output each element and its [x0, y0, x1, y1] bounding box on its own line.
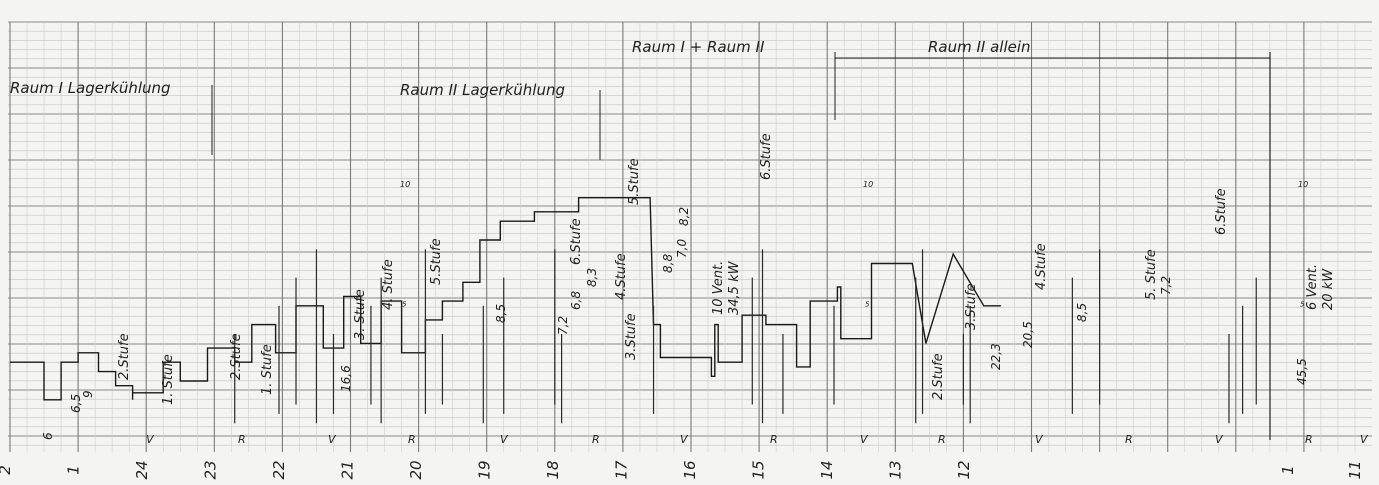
dimension-label: 6,8 [569, 291, 583, 310]
dimension-label: 22,3 [989, 343, 1003, 370]
stage-label: 2.Stufe [229, 333, 244, 380]
stage-label: 4.Stufe [614, 253, 629, 300]
y-tick-label: 5 [1300, 301, 1305, 309]
dimension-label: 9 [81, 390, 95, 398]
dimension-label: 8,5 [1075, 303, 1089, 322]
y-tick-label: 10 [1298, 180, 1308, 189]
hour-axis: 2124232221201918171615141312111 [0, 460, 1364, 480]
y-tick-label: 10 [863, 180, 873, 189]
data-series-trace [10, 197, 1001, 401]
mode-mark: V [680, 433, 689, 446]
mode-mark: V [328, 433, 337, 446]
mode-mark: V [860, 433, 869, 446]
stage-label: 6.Stufe [569, 218, 584, 265]
dimension-label: 6 [41, 432, 55, 440]
stage-label: 3.Stufe [624, 313, 639, 360]
dimension-label: 16,6 [339, 365, 353, 392]
stage-label: 4.Stufe [1034, 243, 1049, 290]
hour-tick-label: 2 [0, 465, 14, 475]
dimension-label: 7,0 [675, 239, 689, 258]
dimension-label: 45,5 [1295, 358, 1309, 385]
stage-label: 5.Stufe [429, 238, 444, 285]
hour-tick-label: 23 [202, 460, 220, 479]
mode-mark: R [238, 433, 246, 446]
hour-tick-label: 13 [887, 460, 905, 479]
hour-tick-label: 14 [818, 460, 836, 479]
dimension-label: 8,5 [494, 304, 508, 323]
stage-label: 4. Stufe [381, 259, 396, 310]
dimension-label: 8,8 [661, 254, 675, 273]
dimension-label: 6,5 [69, 394, 83, 413]
hour-tick-label: 16 [681, 460, 699, 479]
hour-tick-label: 17 [613, 460, 631, 480]
y-tick-label: 5 [865, 301, 870, 309]
stage-label: 2.Stufe [117, 333, 132, 380]
stage-label: 6.Stufe [759, 133, 774, 180]
y-tick-label: 10 [400, 180, 410, 189]
hour-tick-label: 18 [544, 460, 562, 479]
power-label-line2: 34,5 kW [727, 260, 742, 315]
mode-mark: V [146, 433, 155, 446]
hour-tick-label: 19 [476, 460, 494, 479]
power-label-line1: 10 Vent. [711, 261, 726, 315]
hour-tick-label: 1 [65, 465, 83, 475]
mode-mark: R [592, 433, 600, 446]
section-label: Raum II allein [928, 38, 1031, 56]
stage-label: 1. Stufe [260, 344, 275, 395]
hour-tick-label: 20 [407, 460, 425, 479]
section-label: Raum I Lagerkühlung [10, 79, 171, 97]
hour-tick-label: 24 [133, 460, 151, 479]
y-tick-label: 5 [402, 301, 407, 309]
mode-mark: V [1360, 433, 1369, 446]
hour-tick-label: 21 [339, 460, 357, 479]
hour-tick-label: 1 [1279, 465, 1297, 475]
dimension-label: 8,3 [585, 268, 599, 287]
section-label: Raum I + Raum II [632, 38, 765, 56]
hour-tick-label: 11 [1346, 460, 1364, 479]
annotation-group: 10 5 10 5 10 5 Raum I Lagerkühlung Raum II Lage… [10, 38, 1369, 446]
hour-tick-label: 12 [955, 460, 973, 479]
power-label-line1: 6 Vent. [1305, 264, 1320, 310]
stage-label: 1. Stufe [161, 354, 176, 405]
chart-grid [8, 21, 1372, 452]
trace-group [10, 197, 1257, 424]
mode-mark: R [938, 433, 946, 446]
mode-mark: R [408, 433, 416, 446]
power-label-line2: 20 kW [1321, 268, 1336, 310]
stage-label: 5. Stufe [1144, 249, 1159, 300]
mode-mark: V [1215, 433, 1224, 446]
dimension-label: 7,2 [1159, 276, 1173, 295]
stage-label: 3.Stufe [964, 283, 979, 330]
stage-label: 3. Stufe [353, 289, 368, 340]
mode-mark: R [1305, 433, 1313, 446]
stage-label: 2.Stufe [931, 353, 946, 400]
hour-tick-label: 15 [750, 460, 768, 479]
dimension-label: 7,2 [556, 316, 570, 335]
mode-mark: V [1035, 433, 1044, 446]
mode-mark: R [1125, 433, 1133, 446]
mode-mark: V [500, 433, 509, 446]
mode-mark: R [770, 433, 778, 446]
dimension-label: 20,5 [1021, 321, 1035, 348]
section-label: Raum II Lagerkühlung [400, 81, 565, 99]
stage-label: 5.Stufe [627, 158, 642, 205]
stage-label: 6.Stufe [1214, 188, 1229, 235]
hour-tick-label: 22 [270, 460, 288, 479]
dimension-label: 8,2 [677, 207, 691, 226]
